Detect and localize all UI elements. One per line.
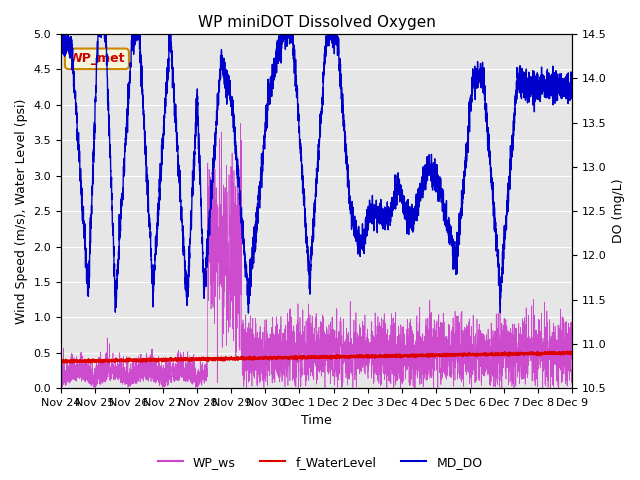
Legend: WP_ws, f_WaterLevel, MD_DO: WP_ws, f_WaterLevel, MD_DO xyxy=(152,451,488,474)
Title: WP miniDOT Dissolved Oxygen: WP miniDOT Dissolved Oxygen xyxy=(198,15,435,30)
Text: WP_met: WP_met xyxy=(68,52,125,65)
Y-axis label: Wind Speed (m/s), Water Level (psi): Wind Speed (m/s), Water Level (psi) xyxy=(15,98,28,324)
Y-axis label: DO (mg/L): DO (mg/L) xyxy=(612,179,625,243)
X-axis label: Time: Time xyxy=(301,414,332,427)
